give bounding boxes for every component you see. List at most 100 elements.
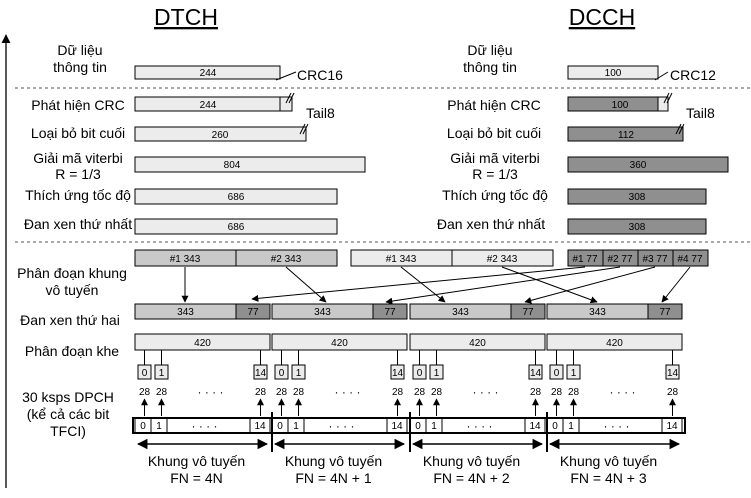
dcch-label-data-1: Dữ liệu (467, 42, 512, 58)
frame-2-dpch-cell-2 (386, 417, 408, 434)
frame-2-slot-dots: · · · · (335, 385, 361, 399)
frame-1-interleave-control-label: 77 (247, 307, 259, 318)
frame-2-interleave-data-label: 343 (314, 307, 331, 318)
dcch-bar-crc-tail (657, 96, 669, 112)
frame-1-slot-28-2: 28 (255, 387, 267, 398)
frame-4-slot-box-2-label: 14 (667, 368, 679, 379)
dcch-bar-rate-matching (567, 188, 707, 205)
frame-1-dpch-cell-0-label: 0 (140, 421, 146, 432)
dtch-seg2-2-label: #2 343 (487, 254, 518, 265)
frame-1-label-line1: Khung vô tuyến (148, 453, 245, 469)
arrow-seg3-to-frame3 (400, 266, 446, 303)
frame-3-slot-box-2-label: 14 (530, 368, 542, 379)
frame-4-interleave-data-label: 343 (589, 307, 606, 318)
frame-3-interleave-data-label: 343 (452, 307, 469, 318)
frame-2-slot-28-1: 28 (293, 387, 305, 398)
frame-2-slot-box-1-label: 1 (296, 368, 302, 379)
frame-1-slot-box-1-label: 1 (159, 368, 165, 379)
frame-2-dpch-cell-2-label: 14 (391, 421, 403, 432)
frame-1-slot-28-1: 28 (156, 387, 168, 398)
frame-2-label-line2: FN = 4N + 1 (295, 470, 371, 486)
frame-3-slot-28-2: 28 (530, 387, 542, 398)
tail8-dcch-tick (675, 123, 685, 135)
dtch-seg-2 (235, 249, 338, 267)
frame-2-dpch-cell-1 (287, 417, 305, 434)
annotation-tail8-dtch: Tail8 (306, 105, 335, 121)
annotation-tail8-dcch: Tail8 (686, 105, 715, 121)
frame-3-slot-box-0-label: 0 (417, 368, 423, 379)
frame-4-label-line1: Khung vô tuyến (560, 453, 657, 469)
arrow-dcch1-to-frame1 (251, 266, 586, 302)
frame-1-slot-bar (134, 333, 271, 351)
frame-2-slot-bar-label: 420 (331, 338, 348, 349)
frame-3-dpch-cell-2-label: 14 (529, 421, 541, 432)
label-second-interleave: Đan xen thứ hai (20, 312, 120, 328)
dcch-seg-2-label: #2 77 (607, 254, 632, 265)
tail8-dtch-tick (299, 123, 309, 135)
label-dpch-2: (kể cả các bit (27, 406, 110, 422)
frame-3-dpch-dots: · · · · (467, 419, 493, 433)
label-dpch-3: TFCI) (50, 423, 86, 439)
dtch-label-rate-matching: Thích ứng tốc độ (25, 187, 131, 203)
frame-4-slot-bar-label: 420 (606, 338, 623, 349)
tail8-dtch-marker (285, 92, 295, 104)
frame-3-dpch-cell-2 (524, 417, 546, 434)
frame-2-dpch-cell-1-label: 1 (293, 421, 299, 432)
dtch-bar-first-interleave (134, 218, 338, 235)
dcch-bar-info (567, 65, 659, 80)
dcch-bar-first-interleave (567, 218, 707, 235)
frame-3-dpch-cell-1 (425, 417, 443, 434)
frame-4-slot-28-1: 28 (568, 387, 580, 398)
frame-4-slot-28-2: 28 (667, 387, 679, 398)
frame-4-dpch-cell-0-label: 0 (552, 421, 558, 432)
arrow-dcch2-to-frame2 (385, 266, 621, 305)
frame-2-slot-28-2: 28 (392, 387, 404, 398)
frame-2-slot-box-2-label: 14 (392, 368, 404, 379)
arrow-dcch3-to-frame3 (524, 266, 656, 304)
frame-3-dpch-cell-1-label: 1 (431, 421, 437, 432)
label-dpch-1: 30 ksps DPCH (22, 389, 114, 405)
dtch-bar-rate-matching (134, 188, 338, 205)
frame-2-dpch-cell-0-label: 0 (277, 421, 283, 432)
frame-1-slot-dots: · · · · (198, 385, 224, 399)
frame-1-dpch-cell-2-label: 14 (254, 421, 266, 432)
frame-1-dpch-dots: · · · · (192, 419, 218, 433)
frame-1-label-line2: FN = 4N (170, 470, 223, 486)
dtch-bar-first-interleave-value: 686 (228, 222, 245, 233)
frame-2-interleave-control (372, 303, 408, 320)
frame-2-label-line1: Khung vô tuyến (285, 453, 382, 469)
arrow-seg2-to-frame2 (285, 266, 327, 303)
dcch-label-viterbi: Giải mã viterbi (450, 150, 539, 166)
frame-1-dpch-cell-2 (249, 417, 271, 434)
dcch-seg-4 (672, 249, 709, 267)
dcch-bar-viterbi-value: 360 (630, 160, 647, 171)
dcch-label-rate: R = 1/3 (472, 166, 518, 182)
frame-1-dpch-cell-1 (150, 417, 168, 434)
crc16-marker (275, 71, 297, 81)
dcch-title: DCCH (569, 4, 635, 30)
dcch-bar-info-value: 100 (605, 68, 622, 79)
dtch-bar-info (134, 65, 281, 80)
frame-4-slot-dots: · · · · (610, 385, 636, 399)
frame-4-dpch-cell-2-label: 14 (666, 421, 678, 432)
tail8-dcch-marker (663, 92, 673, 104)
frame-1-interleave-data-label: 343 (177, 307, 194, 318)
dcch-bar-tail-removal (567, 126, 684, 142)
dcch-bar-crc-value: 100 (612, 100, 629, 111)
dtch-seg-2-label: #2 343 (271, 254, 302, 265)
frame-4-label-line2: FN = 4N + 3 (570, 470, 646, 486)
dtch-label-data-2: thông tin (53, 59, 107, 75)
dpch-group: 0 1 14· · · · 0 1 14· · · · 0 1 14· · · · 0 1 14· ·… (134, 412, 683, 452)
frame-4-dpch-cell-1 (562, 417, 580, 434)
dcch-label-tail-removal: Loại bỏ bit cuối (447, 125, 541, 141)
frame-1-slot-box-0-label: 0 (142, 368, 148, 379)
frame-1-interleave-control (235, 303, 271, 320)
frame-4-dpch-dots: · · · · (604, 419, 630, 433)
frame-3-label-line2: FN = 4N + 2 (433, 470, 509, 486)
dtch-title: DTCH (154, 4, 218, 30)
frame-3-slot-dots: · · · · (473, 385, 499, 399)
frame-1-slot-box-2-label: 14 (255, 368, 267, 379)
dtch-bar-crc-tail (279, 96, 293, 112)
